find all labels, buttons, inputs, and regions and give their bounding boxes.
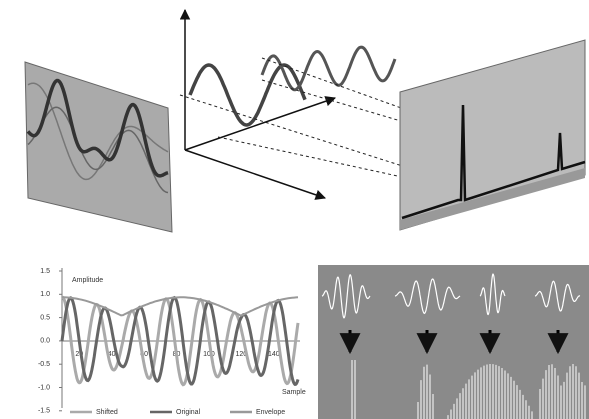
diagram: Amplitude Sample 1.5 1.0 0.5 0.0 -0.5 -1.0 -1.… bbox=[0, 0, 589, 419]
y-axis-label: Amplitude bbox=[72, 277, 103, 284]
legend-label: Envelope bbox=[256, 409, 285, 416]
wave bbox=[262, 47, 395, 90]
y-tick-label: -0.5 bbox=[38, 361, 50, 368]
envelope-chart: Amplitude Sample 1.5 1.0 0.5 0.0 -0.5 -1.0 -1.… bbox=[38, 268, 306, 416]
y-tick-label: 1.5 bbox=[40, 268, 50, 275]
y-tick-label: 0.0 bbox=[40, 338, 50, 345]
wave bbox=[190, 65, 305, 125]
x-axis-label: Sample bbox=[282, 389, 306, 396]
legend-label: Original bbox=[176, 409, 201, 416]
y-tick-label: -1.5 bbox=[38, 408, 50, 415]
axis bbox=[185, 150, 325, 198]
y-tick-label: 0.5 bbox=[40, 314, 50, 321]
sampling-panel bbox=[318, 265, 589, 419]
page: Amplitude Sample 1.5 1.0 0.5 0.0 -0.5 -1.0 -1.… bbox=[0, 0, 589, 419]
time-panel bbox=[25, 62, 172, 232]
x-tick-label: 140 bbox=[268, 351, 280, 358]
y-tick-label: 1.0 bbox=[40, 291, 50, 298]
legend-label: Shifted bbox=[96, 409, 118, 416]
y-tick-label: -1.0 bbox=[38, 384, 50, 391]
